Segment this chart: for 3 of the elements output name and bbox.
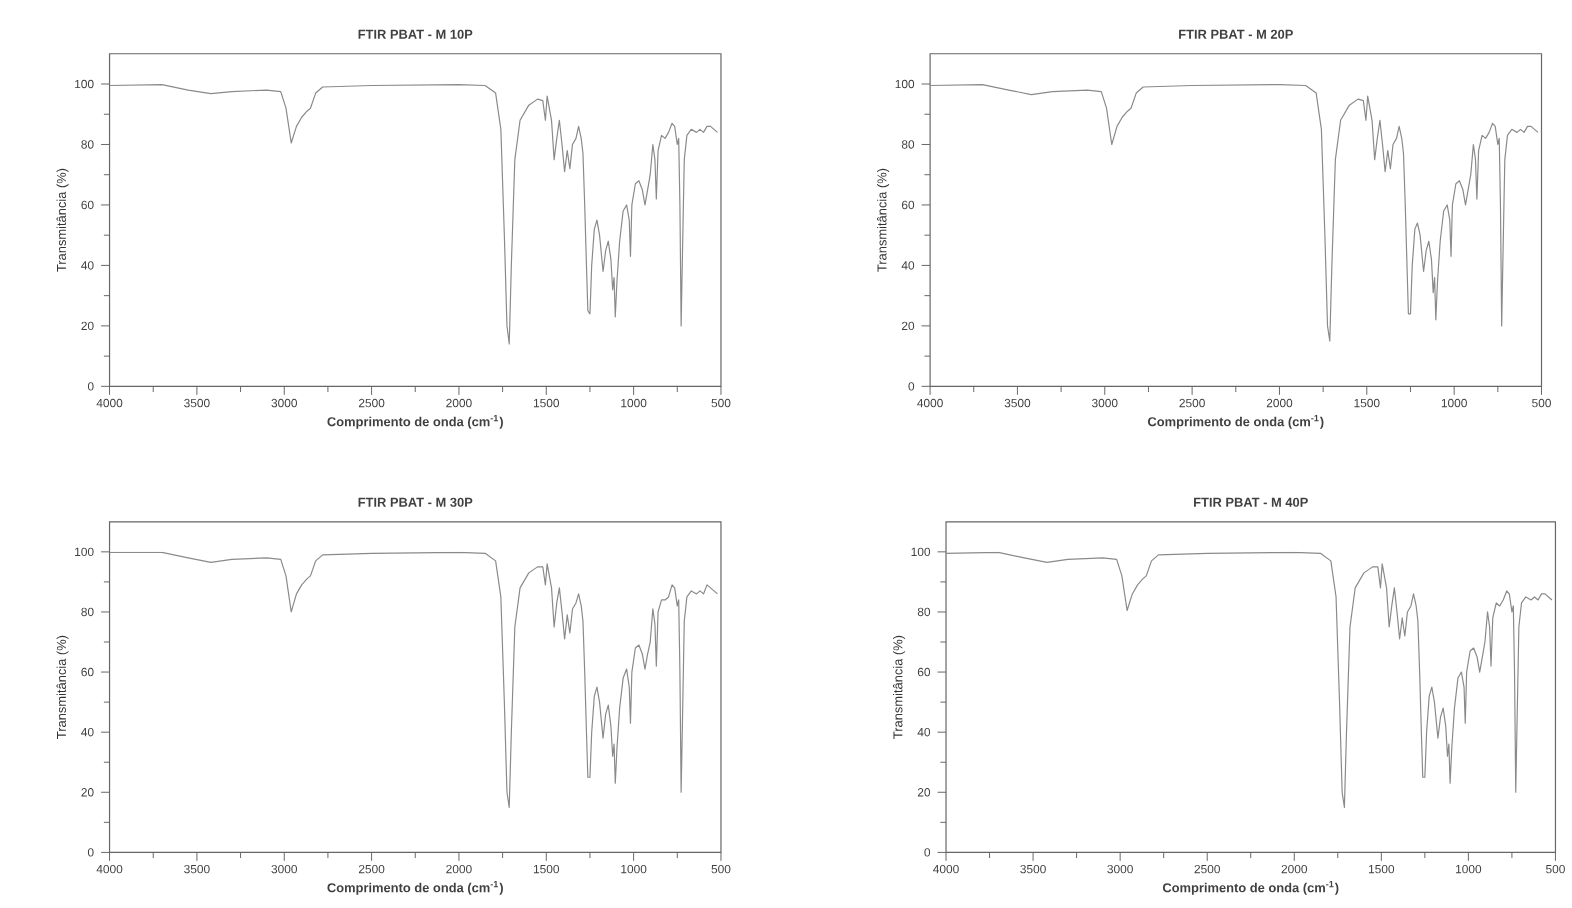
- line-series: [930, 83, 1539, 342]
- line-series: [946, 551, 1553, 808]
- line-series: [109, 83, 719, 345]
